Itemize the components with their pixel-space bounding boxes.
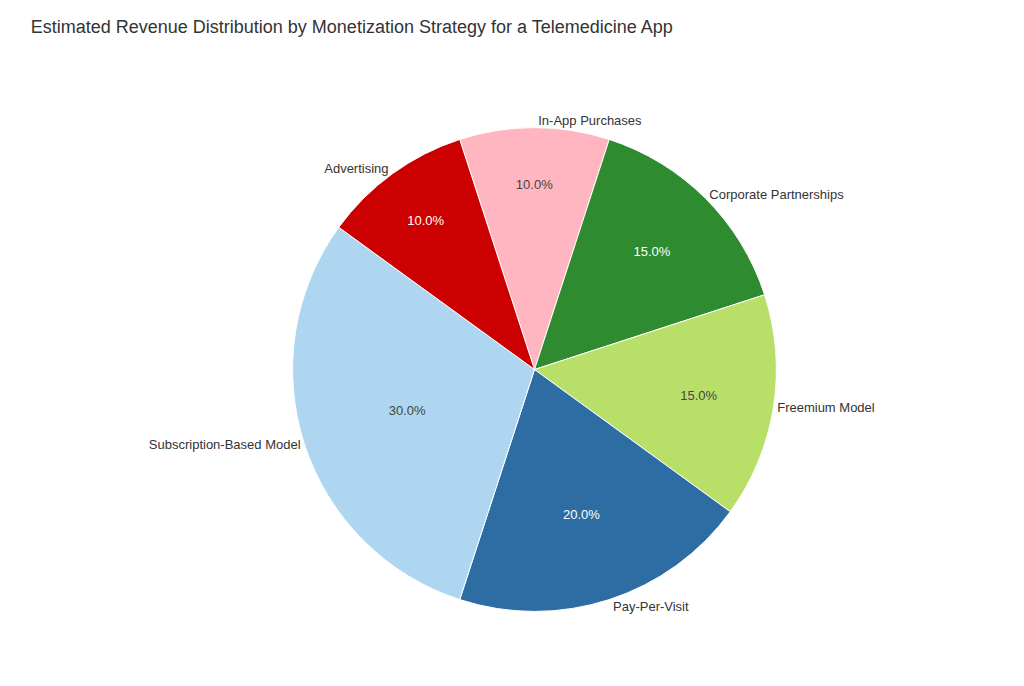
svg-text:Freemium Model: Freemium Model	[777, 400, 875, 415]
svg-text:20.0%: 20.0%	[563, 507, 600, 522]
svg-text:30.0%: 30.0%	[389, 403, 426, 418]
svg-text:10.0%: 10.0%	[407, 213, 444, 228]
svg-text:In-App Purchases: In-App Purchases	[538, 113, 642, 128]
svg-text:Pay-Per-Visit: Pay-Per-Visit	[613, 599, 689, 614]
svg-text:15.0%: 15.0%	[634, 244, 671, 259]
svg-text:Subscription-Based Model: Subscription-Based Model	[149, 437, 301, 452]
svg-text:Estimated Revenue Distribution: Estimated Revenue Distribution by Moneti…	[31, 17, 673, 37]
svg-text:15.0%: 15.0%	[680, 388, 717, 403]
svg-text:Advertising: Advertising	[324, 161, 388, 176]
svg-text:Corporate Partnerships: Corporate Partnerships	[709, 187, 844, 202]
svg-text:10.0%: 10.0%	[516, 177, 553, 192]
